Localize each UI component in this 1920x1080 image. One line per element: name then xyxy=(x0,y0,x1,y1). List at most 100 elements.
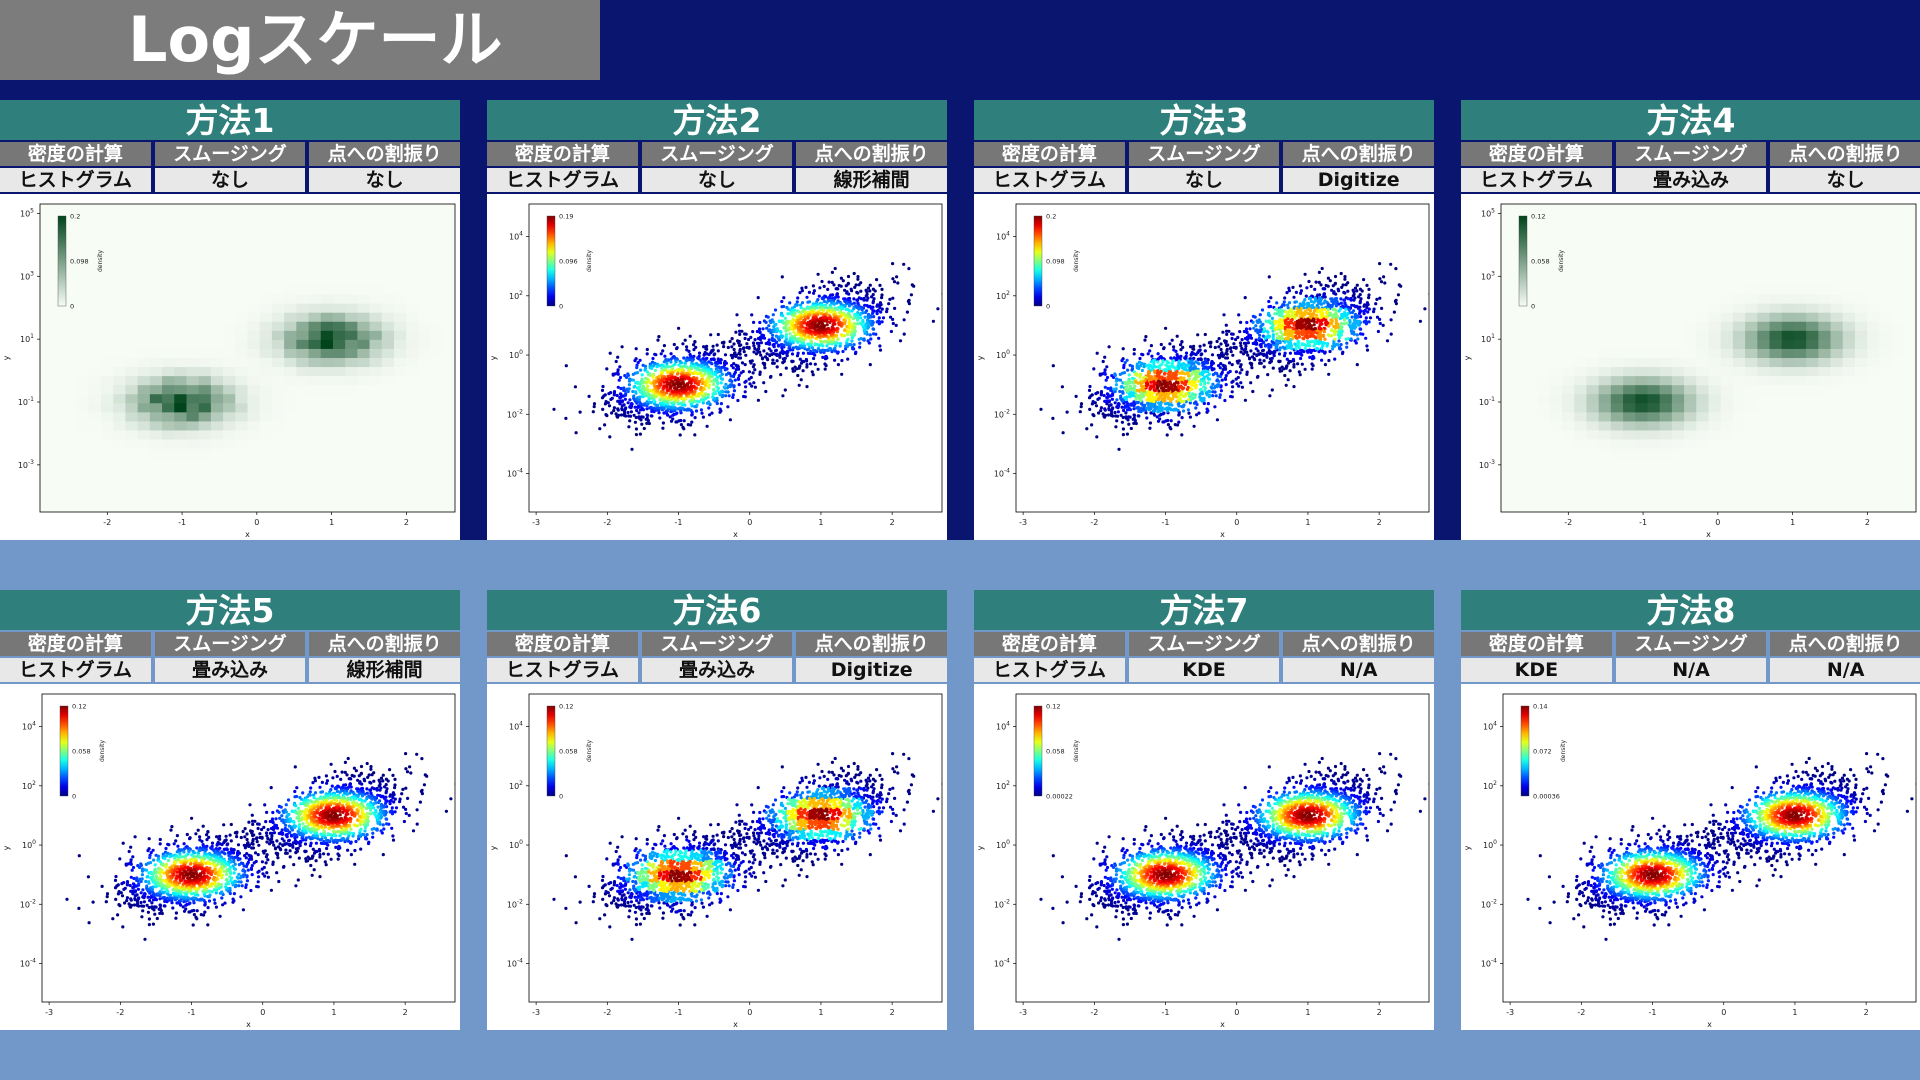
data-point xyxy=(1162,347,1166,351)
density-cell xyxy=(308,303,322,314)
data-point xyxy=(1389,318,1393,322)
data-point xyxy=(1238,341,1243,345)
data-point xyxy=(634,347,638,351)
data-point xyxy=(1339,307,1343,311)
data-point xyxy=(891,277,895,281)
density-cell xyxy=(186,258,200,269)
data-point xyxy=(755,329,759,334)
density-cell xyxy=(381,421,395,432)
smoothing-value: なし xyxy=(154,168,306,192)
density-cell xyxy=(308,412,322,423)
data-point xyxy=(632,394,636,398)
density-cell xyxy=(369,231,383,241)
data-point xyxy=(1205,407,1209,411)
density-cell xyxy=(320,312,334,323)
data-point xyxy=(891,262,895,266)
data-point xyxy=(666,358,670,362)
density-cell xyxy=(64,321,78,332)
density-cell xyxy=(40,303,53,314)
data-point xyxy=(670,389,674,393)
density-cell xyxy=(442,358,455,368)
data-point xyxy=(718,407,722,411)
data-point xyxy=(1211,382,1215,386)
data-point xyxy=(855,298,859,302)
data-point xyxy=(799,311,803,315)
data-point xyxy=(762,381,766,385)
data-point xyxy=(816,272,820,276)
data-point xyxy=(1103,407,1107,411)
density-cell xyxy=(430,439,444,450)
data-point xyxy=(1088,384,1092,389)
data-point xyxy=(1251,320,1255,324)
density-cell xyxy=(174,339,188,350)
data-point xyxy=(1217,337,1221,341)
data-point xyxy=(679,423,683,427)
data-point xyxy=(787,326,791,330)
density-cell xyxy=(357,285,371,296)
density-cell xyxy=(259,376,273,386)
x-tick-label: -1 xyxy=(178,518,186,527)
data-point xyxy=(637,411,641,415)
data-point xyxy=(1385,339,1390,343)
data-point xyxy=(715,401,719,406)
data-point xyxy=(1225,349,1229,353)
data-point xyxy=(796,296,800,300)
density-cell xyxy=(247,430,261,441)
data-point xyxy=(701,415,705,419)
data-point xyxy=(697,363,701,367)
data-point xyxy=(730,345,734,349)
data-point xyxy=(850,289,854,293)
data-point xyxy=(749,361,753,365)
plot-frame xyxy=(39,203,456,513)
density-cell xyxy=(76,475,90,486)
density-cell xyxy=(259,240,273,250)
data-point xyxy=(1355,283,1359,287)
data-point xyxy=(638,432,642,436)
data-point xyxy=(1296,350,1300,354)
data-point xyxy=(702,353,706,357)
data-point xyxy=(666,370,670,374)
data-point xyxy=(1169,356,1173,360)
density-cell xyxy=(162,466,175,477)
density-cell xyxy=(259,222,273,232)
data-point xyxy=(791,367,795,371)
data-point xyxy=(719,377,723,381)
data-point xyxy=(1305,286,1309,290)
data-point xyxy=(1367,320,1371,324)
data-point xyxy=(737,339,741,344)
density-cell xyxy=(198,385,212,395)
density-cell xyxy=(271,457,285,468)
density-cell xyxy=(64,484,78,495)
data-point xyxy=(872,332,876,336)
data-point xyxy=(1372,307,1376,311)
data-point xyxy=(698,368,702,372)
data-point xyxy=(1271,333,1275,337)
density-cell xyxy=(174,385,188,395)
data-point xyxy=(836,337,840,341)
data-point xyxy=(1364,316,1368,320)
data-point xyxy=(902,262,906,266)
data-point xyxy=(738,329,742,333)
data-point xyxy=(836,363,840,367)
data-point xyxy=(613,372,617,376)
density-cell xyxy=(210,330,224,341)
density-cell xyxy=(210,502,224,512)
data-point xyxy=(1180,340,1184,344)
density-cell xyxy=(442,367,455,377)
data-point xyxy=(799,303,803,307)
data-point xyxy=(757,327,762,331)
density-cell xyxy=(88,421,102,432)
density-cell xyxy=(198,502,212,512)
density-cell xyxy=(198,294,212,305)
density-cell xyxy=(125,276,139,287)
density-cell xyxy=(210,439,224,450)
density-cell xyxy=(393,285,407,296)
density-cell xyxy=(40,385,53,395)
data-point xyxy=(1184,363,1188,367)
density-cell xyxy=(223,412,236,423)
data-point xyxy=(802,359,806,364)
density-cell xyxy=(198,484,212,495)
data-point xyxy=(742,394,746,399)
density-cell xyxy=(406,240,419,250)
colorbar xyxy=(57,215,67,307)
